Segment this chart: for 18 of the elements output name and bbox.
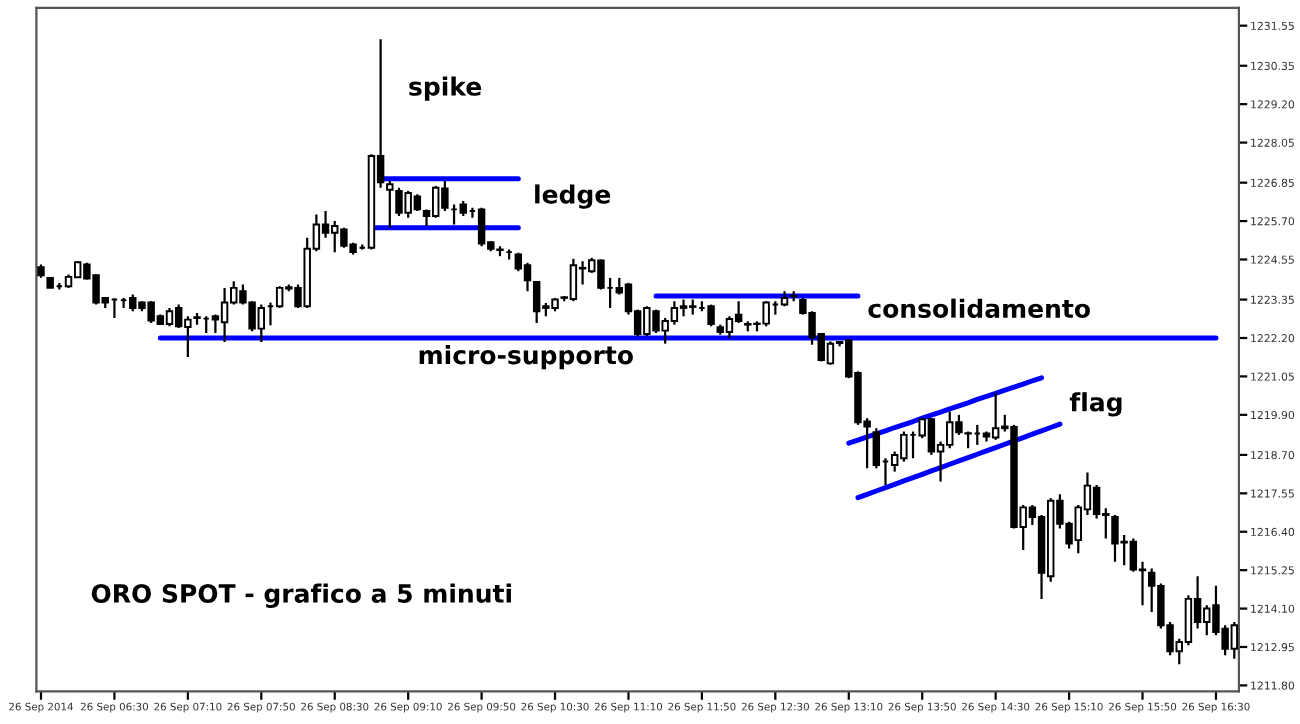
candlestick [734,300,743,325]
line-series [846,375,1045,446]
candlestick [679,298,688,318]
candlestick [826,340,835,366]
annotation: micro-supporto [419,345,633,370]
candlestick [725,315,734,340]
candlestick [872,427,881,470]
candlestick [1184,594,1193,647]
annotation: ORO SPOT - grafico a 5 minuti [91,583,511,608]
annotation: ledge [535,184,611,209]
candlestick [514,251,523,273]
candlestick [220,286,229,344]
candlestick [523,261,532,293]
annotation: spike [409,76,482,101]
annotation: consolidamento [868,298,1090,318]
line-series [855,421,1063,501]
candlestick [165,306,174,328]
annotation: flag [1069,392,1122,417]
